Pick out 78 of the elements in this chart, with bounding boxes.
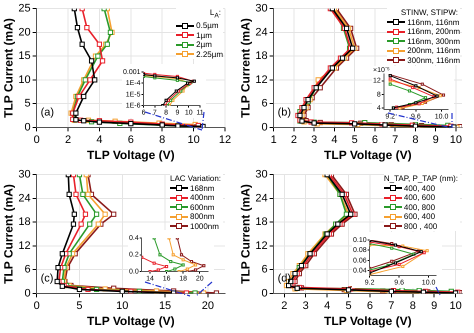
x-axis-title: TLP Voltage (V) bbox=[87, 314, 175, 328]
annotation: (b) bbox=[278, 106, 292, 118]
x-tick-label: 1 bbox=[270, 134, 277, 146]
legend-label: 300nm, 116nm bbox=[407, 56, 460, 65]
x-tick-label: 0 bbox=[34, 134, 40, 146]
y-tick-label: 24 bbox=[255, 192, 268, 204]
y-tick-label: 12 bbox=[255, 240, 268, 252]
x-tick-label: 20 bbox=[202, 300, 214, 312]
y-tick-label: 30 bbox=[255, 168, 268, 181]
legend-title: STINW, STIPW: bbox=[400, 8, 459, 18]
x-tick-label: 3 bbox=[311, 134, 318, 146]
legend-label: 400, 800 bbox=[404, 202, 436, 212]
legend-label: 200nm, 116nm bbox=[407, 46, 460, 56]
y-axis-title: TLP Current (mA) bbox=[2, 184, 16, 284]
y-axis-title: TLP Current (mA) bbox=[238, 18, 253, 118]
y-axis-title: TLP Current (mA) bbox=[238, 184, 253, 284]
legend-label: 600, 400 bbox=[404, 212, 436, 222]
y-tick-label: 18 bbox=[255, 216, 268, 228]
legend-label: 400, 400 bbox=[404, 184, 436, 193]
legend-label: 400, 600 bbox=[404, 193, 436, 202]
x-axis-title: TLP Voltage (V) bbox=[87, 148, 175, 162]
y-tick-label: 25 bbox=[18, 2, 31, 15]
y-axis-title: TLP Current (mA) bbox=[2, 18, 16, 118]
legend-label: 1µm bbox=[196, 30, 212, 40]
x-tick-label: 8 bbox=[410, 300, 416, 312]
y-tick-label: 12 bbox=[255, 74, 268, 86]
x-tick-label: 15 bbox=[158, 300, 172, 312]
y-tick-label: 30 bbox=[255, 2, 268, 15]
x-tick-label: 10 bbox=[449, 300, 462, 312]
x-tick-label: 4 bbox=[324, 300, 330, 312]
y-tick-label: 18 bbox=[18, 216, 31, 228]
legend-title: L$_{A}$: bbox=[208, 8, 222, 22]
y-tick-label: 30 bbox=[18, 168, 31, 181]
x-tick-label: 2 bbox=[290, 134, 297, 146]
y-tick-label: 18 bbox=[255, 50, 268, 62]
annotation: (c) bbox=[40, 272, 54, 284]
legend-label: 2µm bbox=[196, 40, 212, 50]
x-tick-label: 5 bbox=[76, 300, 83, 312]
x-axis-title: TLP Voltage (V) bbox=[324, 314, 412, 328]
y-tick-label: 24 bbox=[18, 192, 31, 204]
x-tick-label: 9 bbox=[432, 134, 439, 146]
legend-title: LAC Variation: bbox=[170, 174, 222, 184]
legend-label: 800 , 400 bbox=[404, 222, 438, 231]
y-tick-label: 15 bbox=[18, 50, 31, 62]
legend-label: 800nm bbox=[190, 212, 214, 222]
x-tick-label: 7 bbox=[392, 134, 398, 146]
legend-label: 116nm, 116nm bbox=[407, 18, 460, 27]
x-tick-label: 8 bbox=[159, 134, 166, 146]
legend-label: 168nm bbox=[190, 184, 214, 193]
x-tick-label: 10 bbox=[116, 300, 128, 312]
x-axis-title: TLP Voltage (V) bbox=[324, 148, 412, 162]
x-tick-label: 4 bbox=[96, 134, 102, 146]
x-tick-label: 2 bbox=[281, 300, 288, 312]
y-tick-label: 10 bbox=[18, 74, 31, 86]
x-tick-label: 10 bbox=[187, 134, 200, 146]
legend-label: 116nm, 200nm bbox=[407, 27, 460, 36]
x-tick-label: 8 bbox=[412, 134, 418, 146]
legend-label: 0.5µm bbox=[196, 21, 219, 31]
x-tick-label: 10 bbox=[450, 134, 462, 146]
annotation: (d) bbox=[278, 272, 292, 284]
x-tick-label: 0 bbox=[34, 300, 40, 312]
annotation: (a) bbox=[40, 106, 54, 118]
legend-title: N_TAP, P_TAP (nm): bbox=[384, 174, 459, 184]
y-tick-label: 20 bbox=[18, 26, 31, 38]
x-tick-label: 9 bbox=[431, 300, 438, 312]
x-tick-label: 3 bbox=[302, 300, 309, 312]
x-tick-label: 5 bbox=[345, 300, 352, 312]
legend-label: 116nm, 300nm bbox=[407, 36, 460, 46]
y-tick-label: 24 bbox=[255, 26, 268, 38]
legend-label: 1000nm bbox=[190, 222, 219, 231]
x-tick-label: 7 bbox=[388, 300, 394, 312]
x-tick-label: 4 bbox=[331, 134, 338, 146]
y-tick-label: 12 bbox=[18, 240, 31, 252]
legend-label: 400nm bbox=[190, 193, 214, 202]
x-tick-label: 2 bbox=[64, 134, 72, 146]
legend-label: 600nm bbox=[190, 202, 214, 212]
x-tick-label: 12 bbox=[218, 134, 232, 146]
legend-label: 2.25µm bbox=[196, 50, 223, 60]
